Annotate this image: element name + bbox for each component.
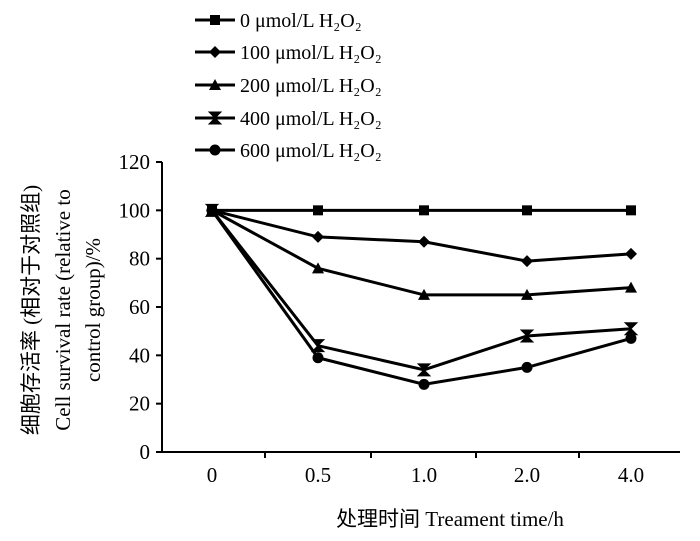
- data-point: [418, 235, 430, 248]
- data-point: [626, 205, 636, 216]
- legend-marker: [207, 111, 223, 125]
- y-tick-label: 0: [140, 440, 151, 464]
- legend-marker: [210, 15, 220, 25]
- y-axis-title-line: Cell survival rate (relative to: [51, 189, 75, 430]
- x-tick-label: 4.0: [618, 463, 644, 487]
- data-point: [418, 378, 430, 390]
- y-tick-label: 100: [119, 198, 151, 222]
- data-point: [522, 205, 532, 216]
- data-point: [625, 247, 637, 260]
- data-point: [519, 329, 535, 343]
- data-point: [419, 205, 429, 216]
- series-line: [210, 209, 632, 372]
- data-point: [521, 361, 533, 373]
- y-tick-label: 120: [119, 150, 151, 174]
- y-axis-title: 细胞存活率 (相对于对照组) Cell survival rate (relati…: [19, 185, 105, 435]
- data-point: [206, 204, 218, 216]
- data-point: [625, 281, 637, 293]
- data-point: [312, 230, 324, 243]
- legend-label: 200 μmol/L H₂O₂: [240, 75, 382, 97]
- y-axis-title-line: 细胞存活率 (相对于对照组): [19, 185, 43, 435]
- data-point: [521, 255, 533, 268]
- x-tick-label: 1.0: [411, 463, 437, 487]
- y-ticks: 0 20 40 60 80 100 120: [119, 150, 162, 464]
- legend-item: 600 μmol/L H₂O₂: [195, 140, 382, 162]
- legend-item: 0 μmol/L H₂O₂: [195, 10, 362, 32]
- x-tick-label: 2.0: [514, 463, 540, 487]
- x-axis-title: 处理时间 Treament time/h: [336, 507, 564, 531]
- legend-item: 100 μmol/L H₂O₂: [195, 42, 382, 64]
- y-axis-title-line: control group)/%: [81, 238, 105, 382]
- legend-label: 100 μmol/L H₂O₂: [240, 42, 382, 64]
- x-ticks: 0 0.5 1.0 2.0 4.0: [207, 452, 644, 487]
- legend-label: 600 μmol/L H₂O₂: [240, 140, 382, 162]
- y-tick-label: 20: [129, 392, 150, 416]
- data-point: [313, 205, 323, 216]
- y-tick-label: 80: [129, 247, 150, 271]
- y-tick-label: 40: [129, 343, 150, 367]
- data-point: [418, 288, 430, 300]
- series-square: [207, 205, 636, 216]
- data-point: [416, 363, 432, 377]
- data-point: [521, 288, 533, 300]
- data-point: [623, 322, 639, 336]
- legend-item: 200 μmol/L H₂O₂: [195, 75, 382, 97]
- x-tick-label: 0.5: [305, 463, 331, 487]
- series-circle: [206, 204, 637, 390]
- data-point: [625, 332, 637, 344]
- series-group: [204, 203, 639, 390]
- legend-label: 400 μmol/L H₂O₂: [240, 108, 382, 130]
- series-line: [211, 208, 632, 263]
- data-point: [312, 352, 324, 364]
- legend-marker: [209, 46, 221, 58]
- y-tick-label: 60: [129, 295, 150, 319]
- legend-marker: [209, 144, 221, 156]
- legend-item: 400 μmol/L H₂O₂: [195, 108, 382, 130]
- x-tick-label: 0: [207, 463, 218, 487]
- series-line: [211, 209, 632, 297]
- legend-label: 0 μmol/L H₂O₂: [240, 10, 362, 32]
- legend: 0 μmol/L H₂O₂ 100 μmol/L H₂O₂ 200 μmol/L H…: [195, 10, 382, 162]
- data-point: [312, 262, 324, 274]
- legend-marker: [209, 79, 221, 90]
